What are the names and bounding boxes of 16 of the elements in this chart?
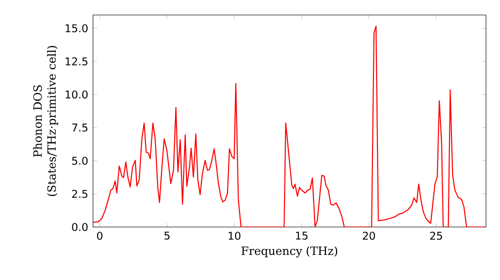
y-tick-label: 15.0 (66, 24, 88, 32)
y-tick-label: 5.0 (72, 156, 88, 165)
y-tick-label: 7.5 (72, 124, 88, 132)
y-tick-label: 10.0 (66, 90, 88, 99)
line-series (93, 26, 486, 227)
x-tick-label: 10 (228, 232, 240, 240)
x-tick-label: 25 (430, 232, 442, 240)
x-tick-label: 20 (362, 232, 375, 240)
y-tick-label: 12.5 (66, 57, 88, 66)
y-axis-title: Phonon DOS (States/THz·primitive cell) (33, 46, 58, 196)
x-tick-label: 5 (164, 232, 170, 240)
x-axis-title: Frequency (THz) (242, 246, 338, 258)
y-tick-label: 0.0 (72, 222, 88, 232)
x-tick-label: 0 (97, 232, 102, 240)
x-tick-label: 15 (296, 232, 308, 240)
y-tick-label: 2.5 (72, 190, 88, 198)
